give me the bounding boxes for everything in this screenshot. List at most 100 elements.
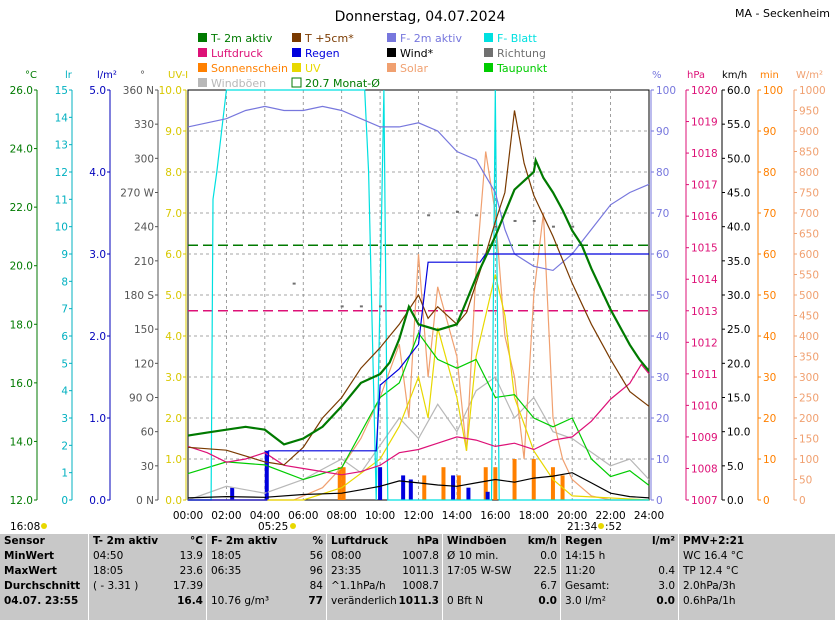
- series-line: [188, 89, 649, 501]
- legend-label: UV: [305, 62, 321, 75]
- legend-swatch: [198, 48, 207, 57]
- axis-tick-label-hum: 70: [656, 208, 669, 220]
- legend-label: Regen: [305, 47, 340, 60]
- axis-tick-label-sun: 40: [763, 331, 776, 343]
- stats-row: 18:05 56: [207, 549, 327, 564]
- axis-tick-label-solar: 600: [799, 249, 819, 261]
- stats-header: Regen l/m²: [561, 534, 679, 549]
- axis-tick-label-wind: 10.0: [727, 427, 750, 439]
- axis-tick-label-wind: 0.0: [727, 495, 744, 507]
- stats-column: Luftdruck hPa 08:00 1007.8 23:35 1011.3 ^1.1hP…: [326, 534, 443, 620]
- stats-cell-label: 0 Bft N: [447, 595, 484, 607]
- series-line: [188, 151, 649, 501]
- time-tick-label: 14:00: [442, 510, 472, 522]
- axis-tick-label-solar: 950: [799, 106, 819, 118]
- stats-cell-label: Gesamt:: [565, 580, 610, 592]
- axis-tick-label-leaf: 5: [61, 358, 68, 370]
- axis-tick-label-press: 1020: [691, 85, 718, 97]
- direction-point: [551, 225, 555, 228]
- stats-cell-label: veränderlich: [331, 595, 397, 607]
- axis-tick-label-sun: 50: [763, 290, 776, 302]
- stats-cell-value: 0.0: [656, 595, 675, 607]
- axis-tick-label-rain: 4.0: [89, 167, 106, 179]
- series-line: [187, 105, 650, 272]
- rain-bar: [264, 450, 269, 500]
- axis-tick-label-rain: 3.0: [89, 249, 106, 261]
- rain-bar: [378, 467, 383, 500]
- axis-tick-label-hum: 90: [656, 126, 669, 138]
- axis-tick-label-press: 1018: [691, 148, 718, 160]
- stats-cell-value: 84: [309, 580, 323, 592]
- axis-tick-label-dir: 90 O: [129, 393, 154, 405]
- time-tick-label: 20:00: [557, 510, 587, 522]
- stats-row: TP 12.4 °C: [679, 564, 835, 579]
- axis-tick-label-hum: 20: [656, 413, 669, 425]
- sunshine-bar: [531, 459, 536, 500]
- axis-tick-label-temp: 16.0: [10, 378, 33, 390]
- stats-cell-label: 2.0hPa/3h: [683, 580, 736, 592]
- axis-tick-label-dir: 120: [134, 358, 154, 370]
- time-tick-label: 18:00: [519, 510, 549, 522]
- direction-point: [475, 214, 479, 217]
- rain-bar: [485, 491, 490, 500]
- legend-label: Richtung: [497, 47, 546, 60]
- stats-header-title: Sensor: [4, 535, 45, 547]
- stats-row: 0 Bft N 0.0: [443, 594, 561, 609]
- stats-cell-value: 96: [309, 565, 323, 577]
- stats-header-unit: km/h: [527, 535, 557, 547]
- legend-swatch: [484, 33, 493, 42]
- stats-cell-value: 0.0: [540, 550, 557, 562]
- axis-tick-label-temp: 18.0: [10, 319, 33, 331]
- stats-cell-value: 77: [308, 595, 323, 607]
- stats-row: 08:00 1007.8: [327, 549, 443, 564]
- time-tick-label: 08:00: [327, 510, 357, 522]
- axis-tick-label-uv: 9.0: [165, 126, 182, 138]
- axis-tick-label-uv: 5.0: [165, 290, 182, 302]
- axis-tick-label-solar: 150: [799, 434, 819, 446]
- direction-point: [571, 225, 575, 228]
- stats-header: Windböen km/h: [443, 534, 561, 549]
- series-line: [188, 274, 650, 501]
- axis-tick-label-rain: 5.0: [89, 85, 106, 97]
- direction-point: [292, 282, 296, 285]
- axis-tick-label-rain: 0.0: [89, 495, 106, 507]
- time-tick-label: 16:00: [480, 510, 510, 522]
- stats-cell-label: 06:35: [211, 565, 242, 577]
- legend-swatch: [292, 48, 301, 57]
- axis-tick-label-solar: 0: [799, 495, 806, 507]
- legend-label: F- 2m aktiv: [400, 32, 462, 45]
- axis-tick-label-dir: 270 W: [120, 188, 154, 200]
- sunrise-label: 05:25: [258, 521, 288, 533]
- time-tick-label: 00:00: [173, 510, 203, 522]
- axis-tick-label-press: 1014: [691, 274, 718, 286]
- stats-cell-label: TP 12.4 °C: [683, 565, 739, 577]
- stats-row: ( - 3.31 ) 17.39: [89, 579, 207, 594]
- stats-column: T- 2m aktiv °C 04:50 13.9 18:05 23.6 ( - 3.31 …: [88, 534, 207, 620]
- stats-column: F- 2m aktiv% 18:05 56 06:35 96 84 10.76 g/m³ 77: [206, 534, 327, 620]
- legend-swatch: [198, 63, 207, 72]
- stats-header: Luftdruck hPa: [327, 534, 443, 549]
- axis-tick-label-sun: 80: [763, 167, 776, 179]
- stats-cell-label: 3.0 l/m²: [565, 595, 606, 607]
- stats-header-title: Regen: [565, 535, 603, 547]
- legend-label: Wind*: [400, 47, 434, 60]
- stats-row: Durchschnitt: [0, 579, 88, 594]
- stats-cell-label: 14:15 h: [565, 550, 606, 562]
- sunshine-bar: [341, 467, 346, 500]
- axis-tick-label-wind: 20.0: [727, 358, 750, 370]
- axis-tick-label-dir: 240: [134, 222, 154, 234]
- stats-row: 17:05 W-SW 22.5: [443, 564, 561, 579]
- axis-tick-label-temp: 26.0: [10, 85, 33, 97]
- stats-row: MaxWert: [0, 564, 88, 579]
- stats-row: Ø 10 min. 0.0: [443, 549, 561, 564]
- axis-tick-label-press: 1012: [691, 337, 718, 349]
- rain-bar: [401, 475, 406, 500]
- stats-row: 2.0hPa/3h: [679, 579, 835, 594]
- stats-cell-value: 56: [309, 550, 323, 562]
- stats-header: PMV+2:21: [679, 534, 835, 549]
- legend-swatch: [198, 78, 207, 87]
- sunshine-bar: [512, 459, 517, 500]
- axis-tick-label-solar: 650: [799, 229, 819, 241]
- axis-tick-label-uv: 7.0: [165, 208, 182, 220]
